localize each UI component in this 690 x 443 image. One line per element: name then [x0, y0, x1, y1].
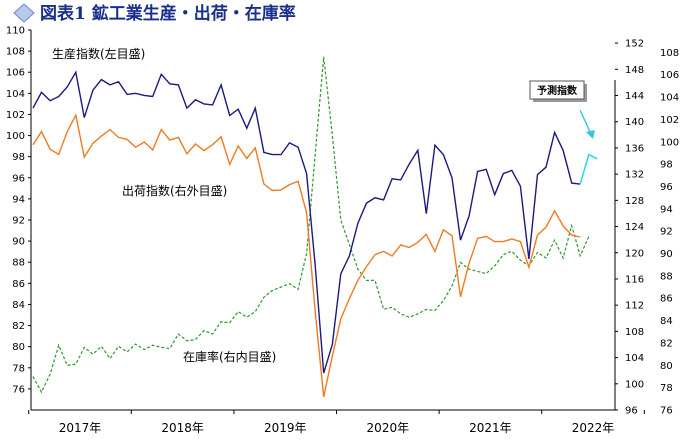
- label-shipment: 出荷指数(右外目盛): [122, 183, 227, 198]
- right-outer-tick-label: 108: [625, 327, 644, 338]
- right-inner-tick-label: 88: [660, 271, 673, 282]
- left-tick-label: 80: [12, 342, 25, 353]
- diamond-icon: [13, 3, 35, 23]
- right-outer-tick-label: 136: [625, 143, 644, 154]
- right-outer-axis-ticks: 96 100 104 108 112 116 120 124 128 132 136 140 144 14…: [615, 39, 644, 417]
- right-outer-tick-label: 120: [625, 248, 644, 259]
- right-outer-tick-label: 144: [625, 91, 644, 102]
- left-axis-ticks: 76 78 80 82 84 86 88 90 92 94 96 98 100 102 104 106 108 1…: [6, 26, 31, 395]
- left-tick-label: 86: [12, 279, 25, 290]
- right-outer-tick-label: 104: [625, 353, 644, 364]
- left-tick-label: 94: [12, 194, 25, 205]
- x-tick-label: 2019年: [264, 421, 307, 435]
- chart-title: 図表1 鉱工業生産・出荷・在庫率: [40, 3, 296, 24]
- right-inner-tick-label: 86: [660, 294, 673, 305]
- right-outer-tick-label: 152: [625, 39, 644, 50]
- right-inner-tick-label: 80: [660, 361, 673, 372]
- callout-arrow-line: [579, 109, 592, 135]
- callout-text: 予測指数: [537, 84, 578, 97]
- right-inner-tick-label: 106: [660, 70, 679, 81]
- left-tick-label: 104: [6, 89, 25, 100]
- x-tick-label: 2022年: [572, 421, 615, 435]
- right-outer-tick-label: 116: [625, 274, 644, 285]
- series-forecast-line: [579, 153, 598, 185]
- right-inner-axis-ticks: 76 78 80 82 84 86 88 90 92 94 96 98 100 102 104 106 108: [660, 48, 679, 417]
- right-outer-tick-label: 148: [625, 65, 644, 76]
- right-inner-tick-label: 76: [660, 406, 673, 417]
- right-outer-tick-label: 124: [625, 222, 644, 233]
- right-outer-tick-label: 96: [625, 406, 638, 417]
- left-tick-label: 108: [6, 47, 25, 58]
- right-outer-tick-label: 112: [625, 301, 644, 312]
- x-tick-label: 2017年: [59, 421, 102, 435]
- x-tick-label: 2018年: [161, 421, 204, 435]
- right-outer-tick-label: 140: [625, 117, 644, 128]
- left-tick-label: 76: [12, 384, 25, 395]
- left-tick-label: 106: [6, 68, 25, 79]
- right-inner-tick-label: 102: [660, 115, 679, 126]
- left-tick-label: 78: [12, 363, 25, 374]
- right-inner-tick-label: 90: [660, 249, 673, 260]
- right-inner-tick-label: 100: [660, 137, 679, 148]
- series-inventory-line: [32, 56, 590, 394]
- label-production: 生産指数(左目盛): [52, 46, 145, 61]
- forecast-callout: 予測指数: [529, 80, 595, 139]
- right-inner-tick-label: 82: [660, 338, 673, 349]
- label-inventory: 在庫率(右内目盛): [183, 349, 276, 364]
- x-tick-label: 2020年: [367, 421, 410, 435]
- x-axis-ticks: 2017年 2018年 2019年 2020年 2021年 2022年: [28, 410, 645, 435]
- series-production-line: [32, 70, 581, 374]
- right-inner-tick-label: 96: [660, 182, 673, 193]
- callout-box: [529, 80, 585, 100]
- left-tick-label: 84: [12, 300, 25, 311]
- left-tick-label: 100: [6, 131, 25, 142]
- left-tick-label: 96: [12, 173, 25, 184]
- right-outer-tick-label: 100: [625, 379, 644, 390]
- series-shipment-line: [32, 113, 581, 398]
- left-tick-label: 98: [12, 152, 25, 163]
- left-tick-label: 90: [12, 237, 25, 248]
- right-inner-tick-label: 104: [660, 93, 679, 104]
- left-tick-label: 82: [12, 321, 25, 332]
- left-tick-label: 88: [12, 258, 25, 269]
- right-inner-tick-label: 98: [660, 160, 673, 171]
- right-inner-tick-label: 108: [660, 48, 679, 59]
- right-inner-tick-label: 92: [660, 227, 673, 238]
- right-inner-tick-label: 84: [660, 316, 673, 327]
- left-tick-label: 102: [6, 110, 25, 121]
- right-outer-tick-label: 128: [625, 196, 644, 207]
- callout-arrowhead: [586, 130, 595, 139]
- title-group: 図表1 鉱工業生産・出荷・在庫率: [13, 3, 296, 24]
- right-inner-tick-label: 78: [660, 383, 673, 394]
- x-tick-label: 2021年: [469, 421, 512, 435]
- left-tick-label: 92: [12, 216, 25, 227]
- right-outer-tick-label: 132: [625, 170, 644, 181]
- left-tick-label: 110: [6, 26, 25, 37]
- right-inner-tick-label: 94: [660, 204, 673, 215]
